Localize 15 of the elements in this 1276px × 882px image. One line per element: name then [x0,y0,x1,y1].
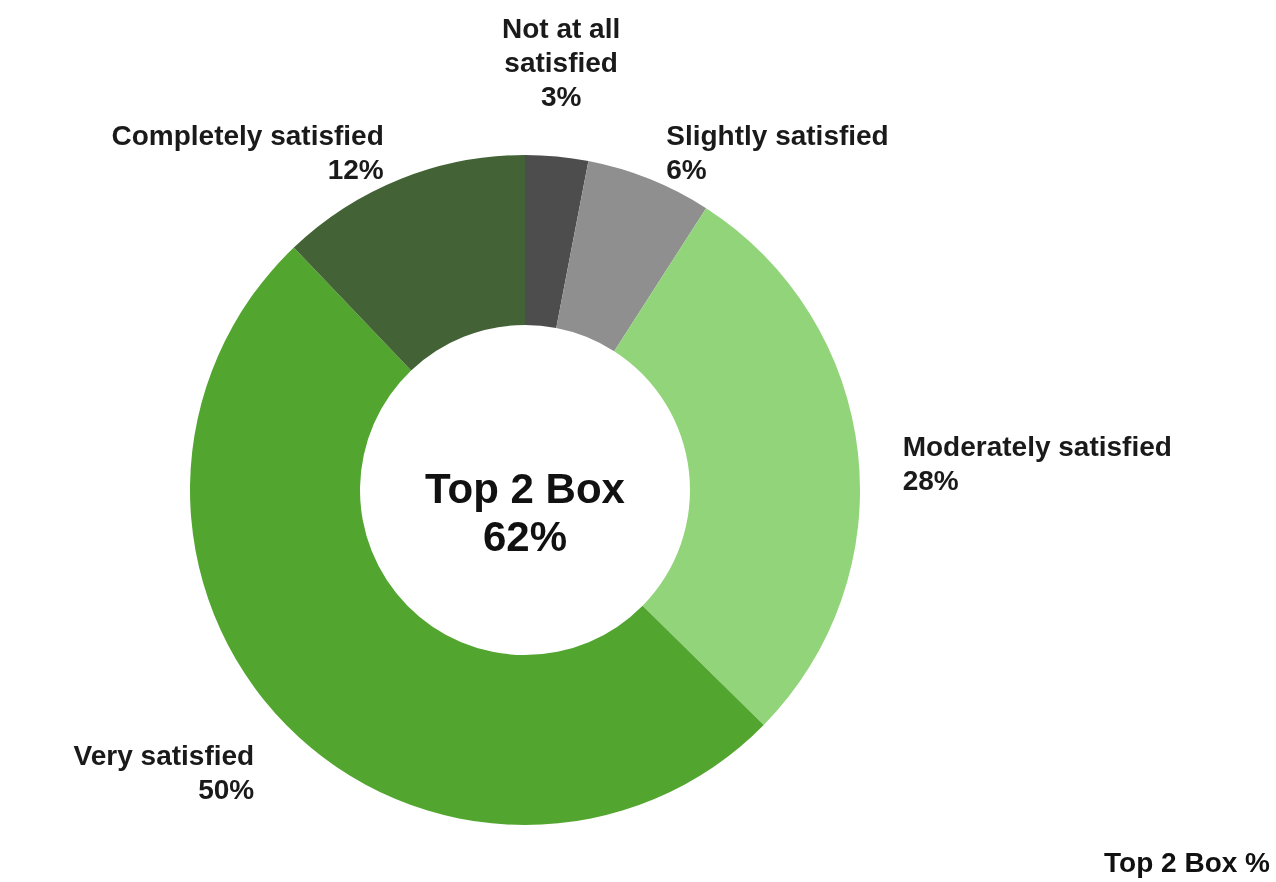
donut-slice [293,155,525,371]
slice-label: Completely satisfied [111,120,384,152]
data-label: 6% [666,154,707,186]
data-label: 12% [327,154,384,186]
donut-slice [525,155,589,328]
slice-label: Very satisfied [73,739,255,771]
slice-label: Moderately satisfied [902,430,1172,462]
donut-slice [556,161,707,352]
slice-label: Slightly satisfied [666,120,889,152]
text: Top 2 Box % [1104,847,1271,878]
text: Top 2 Box 62% [425,465,626,560]
data-label: 28% [902,464,959,496]
slice-label: Not at all satisfied [502,12,621,78]
data-label: 3% [540,80,582,112]
data-label: 50% [198,773,255,805]
